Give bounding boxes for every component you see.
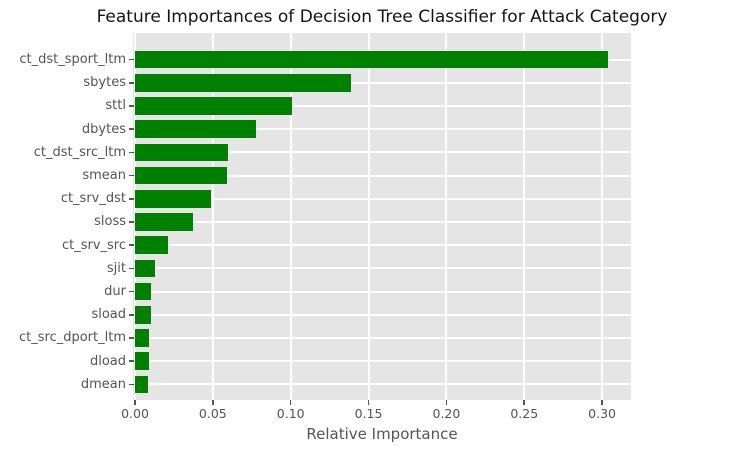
chart-title: Feature Importances of Decision Tree Cla… [96,7,668,27]
x-gridline [289,33,292,400]
y-tick-mark [129,174,134,177]
y-tick-label: ct_dst_src_ltm [33,144,126,160]
y-tick-label: dmean [80,376,126,392]
y-tick-label: ct_srv_dst [60,191,126,207]
y-tick-mark [129,82,134,84]
x-gridline [211,33,214,400]
x-gridline [367,33,370,400]
bar-sbytes [135,74,352,92]
x-tick-mark [445,400,448,405]
x-axis-label: Relative Importance [306,425,458,443]
bar-ct_srv_src [135,236,168,254]
x-tick-label: 0.15 [354,406,383,421]
bar-smean [135,166,227,185]
y-tick-label: sttl [105,98,126,114]
bar-ct_srv_dst [135,190,212,208]
y-tick-mark [129,128,134,130]
x-gridline [601,33,604,400]
bar-dload [135,352,149,370]
y-tick-mark [129,105,134,107]
y-gridline [133,151,631,154]
y-gridline [133,105,631,107]
bar-dmean [135,375,148,394]
y-tick-mark [129,151,134,154]
y-tick-label: sjit [106,260,126,276]
bar-ct_src_dport_ltm [135,329,149,347]
y-tick-label: sloss [94,214,126,230]
x-tick-label: 0.25 [510,406,539,421]
y-tick-label: ct_src_dport_ltm [19,330,126,346]
y-tick-mark [129,290,134,293]
bar-dbytes [135,120,257,138]
y-tick-mark [129,383,134,386]
y-tick-mark [129,244,134,246]
y-tick-label: dbytes [81,121,126,137]
bar-ct_dst_src_ltm [135,143,229,162]
x-tick-mark [523,400,526,405]
bar-sjit [135,259,156,278]
bar-sload [135,306,151,324]
y-tick-label: ct_srv_src [61,237,126,253]
x-tick-label: 0.10 [276,406,305,421]
y-gridline [133,313,631,316]
x-tick-mark [289,400,292,405]
y-tick-mark [129,198,134,200]
y-tick-label: sload [91,307,126,323]
y-gridline [133,383,631,386]
y-tick-mark [129,337,134,339]
y-tick-mark [129,360,134,362]
x-tick-label: 0.30 [588,406,617,421]
y-gridline [133,128,631,131]
y-gridline [133,174,631,177]
x-gridline [445,33,448,400]
x-tick-label: 0.00 [121,406,149,421]
x-tick-mark [134,400,136,405]
y-tick-label: smean [82,168,126,183]
y-tick-label: dur [104,284,126,299]
y-gridline [133,360,631,363]
y-gridline [133,290,631,293]
bar-dur [135,282,151,301]
bar-sloss [135,213,193,231]
y-tick-label: ct_dst_sport_ltm [19,52,126,67]
x-tick-mark [367,400,370,405]
plot-area [133,33,631,400]
y-tick-label: sbytes [83,75,126,91]
bar-ct_dst_sport_ltm [135,50,609,69]
y-gridline [133,337,631,339]
bar-sttl [135,97,293,115]
x-tick-mark [212,400,214,405]
y-tick-mark [129,58,134,61]
y-tick-mark [129,267,134,270]
x-tick-label: 0.20 [432,406,461,421]
y-gridline [133,197,631,200]
y-gridline [133,221,631,223]
y-tick-mark [129,314,134,316]
x-tick-label: 0.05 [198,406,227,421]
x-tick-mark [601,400,603,405]
y-gridline [133,81,631,84]
y-tick-label: dload [89,353,126,369]
y-tick-mark [129,221,134,223]
y-gridline [133,267,631,270]
y-gridline [133,244,631,247]
x-gridline [523,33,526,400]
